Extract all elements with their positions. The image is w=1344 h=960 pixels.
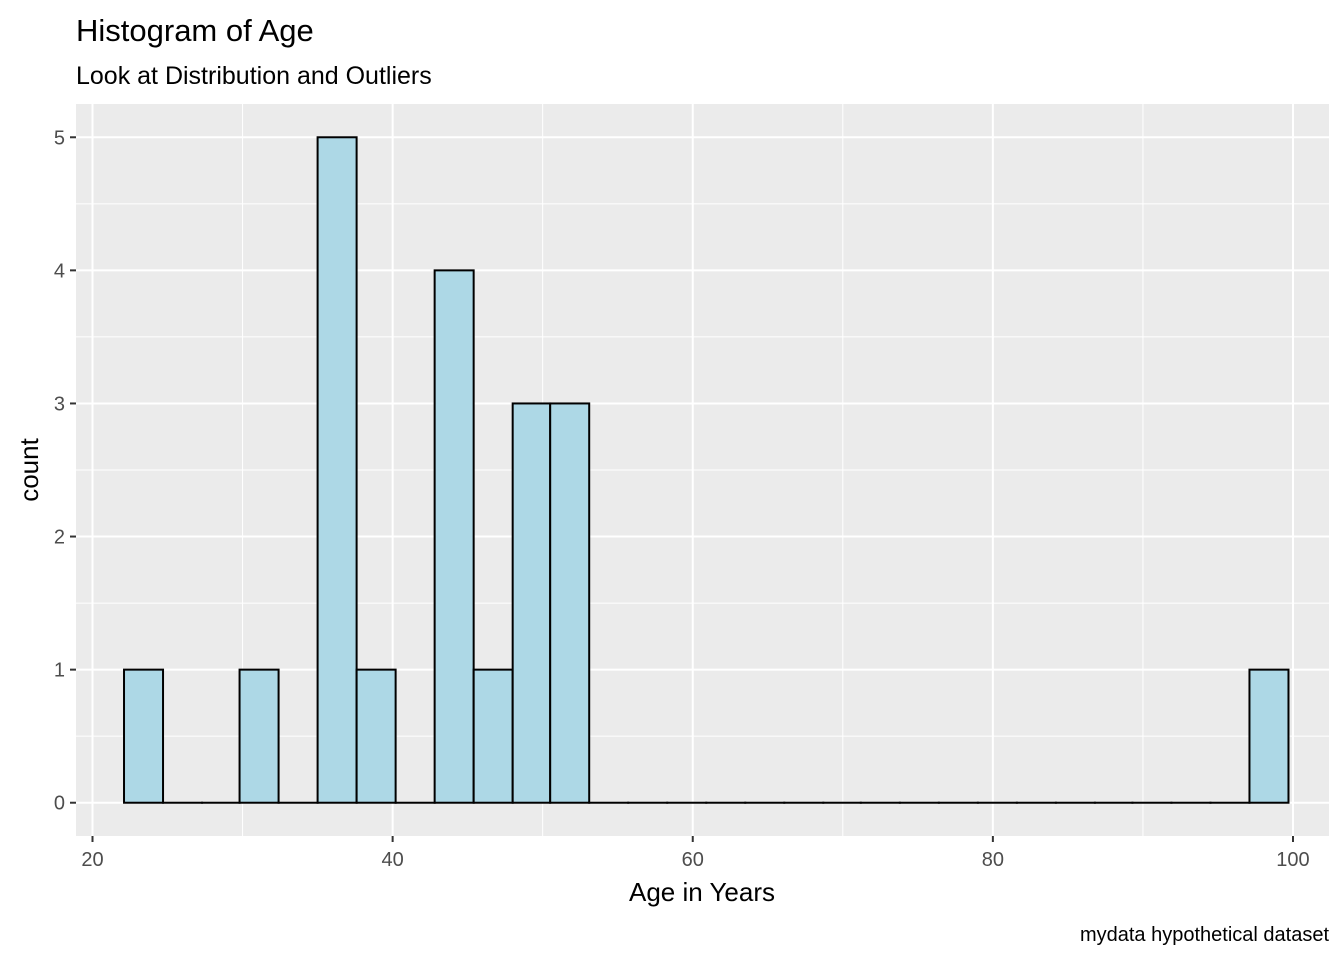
x-tick-label: 40 [382, 849, 404, 871]
x-tick-label: 60 [682, 849, 704, 871]
histogram-bar [316, 136, 358, 804]
x-axis-title: Age in Years [629, 877, 775, 907]
y-tick-label: 2 [54, 527, 65, 549]
x-tick-label: 80 [982, 849, 1004, 871]
histogram-bar [433, 269, 475, 804]
chart-caption: mydata hypothetical dataset [1080, 924, 1329, 946]
y-tick-label: 3 [54, 393, 65, 415]
histogram-bars [123, 136, 1290, 804]
y-tick-label: 0 [54, 793, 65, 815]
histogram-bar [355, 668, 397, 804]
y-tick-label: 5 [54, 127, 65, 149]
histogram-bar [1248, 668, 1290, 804]
chart-title: Histogram of Age [76, 13, 314, 48]
y-tick-label: 1 [54, 660, 65, 682]
x-tick-label: 20 [81, 849, 103, 871]
x-tick-label: 100 [1276, 849, 1309, 871]
histogram-bar [123, 668, 165, 804]
chart-subtitle: Look at Distribution and Outliers [76, 62, 432, 90]
histogram-bar [549, 402, 591, 804]
histogram-bar [511, 402, 552, 804]
y-axis-ticks: 0 1 2 3 4 5 [54, 127, 76, 815]
histogram-bar [472, 668, 514, 804]
y-axis-title: count [14, 437, 44, 501]
x-axis-ticks: 20 40 60 80 100 [81, 836, 1310, 871]
y-tick-label: 4 [54, 260, 65, 282]
histogram-bar [238, 668, 280, 804]
